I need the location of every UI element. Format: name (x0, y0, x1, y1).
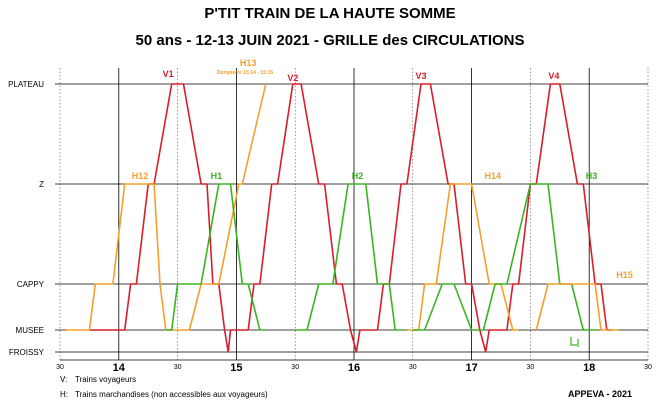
legend-key-h: H: (60, 390, 68, 399)
x-tick-label: 30 (527, 364, 535, 371)
series-h13 (177, 83, 267, 331)
x-tick-label: 18 (583, 362, 595, 374)
chart-title: P'TIT TRAIN DE LA HAUTE SOMME (204, 5, 455, 22)
legend: V: Trains voyageurs H: Trains marchandis… (60, 375, 268, 399)
series-v1 (89, 83, 239, 353)
legend-key-v: V: (60, 375, 67, 384)
grid: 30 14 30 15 30 16 30 17 30 18 30 PLATEAU Z CAPPY MUSEE… (8, 68, 652, 374)
x-tick-label: 16 (348, 362, 360, 374)
series-h2 (295, 183, 401, 331)
label-h2: H2 (352, 171, 364, 181)
label-h13: H13 (240, 58, 257, 68)
x-tick-label: 30 (291, 364, 299, 371)
series-h1 (165, 183, 266, 331)
series-group (65, 83, 619, 353)
annotation-dompierre: Dompierre 15:14 - 15:15 (217, 70, 274, 76)
series-v3 (365, 83, 496, 353)
series-v4 (495, 83, 613, 331)
label-v3: V3 (416, 71, 427, 81)
label-v4: V4 (548, 71, 559, 81)
series-v2 (238, 83, 366, 353)
series-h12 (65, 183, 178, 331)
station-label-z: Z (39, 180, 44, 189)
station-label-musee: MUSEE (16, 326, 44, 335)
x-tick-label: 30 (56, 364, 64, 371)
series-h14 (406, 183, 519, 331)
chart-subtitle: 50 ans - 12-13 JUIN 2021 - GRILLE des CI… (136, 32, 525, 49)
credit: APPEVA - 2021 (568, 389, 632, 399)
station-label-froissy: FROISSY (9, 348, 45, 357)
label-h14: H14 (485, 171, 502, 181)
legend-text-v: Trains voyageurs (75, 375, 136, 384)
x-tick-label: 30 (409, 364, 417, 371)
label-v2: V2 (287, 73, 298, 83)
x-tick-label: 17 (465, 362, 477, 374)
legend-text-h: Trains marchandises (non accessibles aux… (75, 390, 268, 399)
train-labels: V1 V2 V3 V4 H13 H12 H1 H2 H14 H3 H15 (132, 58, 633, 280)
label-h12: H12 (132, 171, 149, 181)
label-h3: H3 (586, 171, 598, 181)
label-h1: H1 (211, 171, 223, 181)
station-label-plateau: PLATEAU (8, 80, 44, 89)
x-tick-label: 30 (174, 364, 182, 371)
x-tick-label: 15 (230, 362, 242, 374)
series-h15 (535, 283, 619, 331)
label-h15: H15 (616, 270, 633, 280)
station-label-cappy: CAPPY (17, 280, 45, 289)
x-tick-label: 30 (644, 364, 652, 371)
label-v1: V1 (163, 69, 174, 79)
arrow-icon (570, 337, 579, 347)
x-tick-label: 14 (113, 362, 126, 374)
